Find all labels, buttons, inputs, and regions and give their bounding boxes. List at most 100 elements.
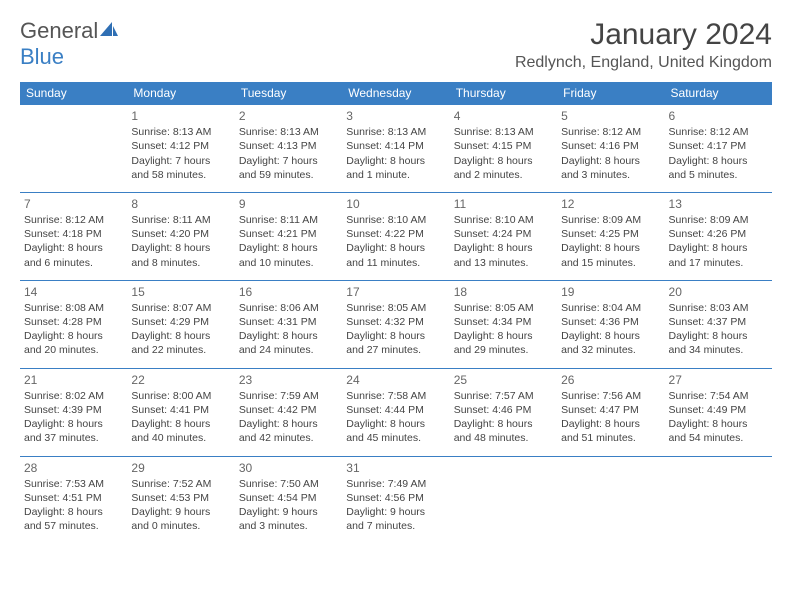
sunrise-text: Sunrise: 8:00 AM (131, 389, 230, 403)
calendar-day-cell: 25Sunrise: 7:57 AMSunset: 4:46 PMDayligh… (450, 368, 557, 456)
sunset-text: Sunset: 4:21 PM (239, 227, 338, 241)
daylight-text: and 10 minutes. (239, 256, 338, 270)
day-number: 27 (669, 372, 768, 388)
daylight-text: and 8 minutes. (131, 256, 230, 270)
calendar-day-cell: 19Sunrise: 8:04 AMSunset: 4:36 PMDayligh… (557, 280, 664, 368)
sunrise-text: Sunrise: 8:12 AM (561, 125, 660, 139)
calendar-week-row: 1Sunrise: 8:13 AMSunset: 4:12 PMDaylight… (20, 105, 772, 193)
daylight-text: Daylight: 8 hours (454, 154, 553, 168)
sunrise-text: Sunrise: 8:03 AM (669, 301, 768, 315)
daylight-text: Daylight: 8 hours (669, 329, 768, 343)
daylight-text: and 22 minutes. (131, 343, 230, 357)
sunset-text: Sunset: 4:16 PM (561, 139, 660, 153)
weekday-header: Sunday (20, 82, 127, 105)
day-number: 17 (346, 284, 445, 300)
day-number: 26 (561, 372, 660, 388)
daylight-text: Daylight: 8 hours (454, 417, 553, 431)
daylight-text: and 3 minutes. (239, 519, 338, 533)
day-number: 23 (239, 372, 338, 388)
sunrise-text: Sunrise: 8:08 AM (24, 301, 123, 315)
day-number: 25 (454, 372, 553, 388)
daylight-text: Daylight: 8 hours (669, 417, 768, 431)
sunrise-text: Sunrise: 8:02 AM (24, 389, 123, 403)
calendar-day-cell: 16Sunrise: 8:06 AMSunset: 4:31 PMDayligh… (235, 280, 342, 368)
calendar-day-cell: 26Sunrise: 7:56 AMSunset: 4:47 PMDayligh… (557, 368, 664, 456)
sunset-text: Sunset: 4:47 PM (561, 403, 660, 417)
daylight-text: Daylight: 8 hours (24, 241, 123, 255)
day-number: 21 (24, 372, 123, 388)
daylight-text: Daylight: 8 hours (24, 417, 123, 431)
weekday-header: Monday (127, 82, 234, 105)
calendar-header-row: SundayMondayTuesdayWednesdayThursdayFrid… (20, 82, 772, 105)
sunset-text: Sunset: 4:44 PM (346, 403, 445, 417)
daylight-text: and 59 minutes. (239, 168, 338, 182)
daylight-text: and 29 minutes. (454, 343, 553, 357)
sunrise-text: Sunrise: 7:57 AM (454, 389, 553, 403)
daylight-text: Daylight: 8 hours (561, 329, 660, 343)
daylight-text: Daylight: 8 hours (561, 417, 660, 431)
daylight-text: and 7 minutes. (346, 519, 445, 533)
day-number: 10 (346, 196, 445, 212)
sunrise-text: Sunrise: 8:09 AM (669, 213, 768, 227)
sunrise-text: Sunrise: 8:11 AM (131, 213, 230, 227)
day-number: 19 (561, 284, 660, 300)
logo: General Blue (20, 18, 118, 70)
daylight-text: Daylight: 8 hours (346, 329, 445, 343)
sunrise-text: Sunrise: 8:06 AM (239, 301, 338, 315)
calendar-day-cell (20, 105, 127, 193)
logo-sail-icon (100, 18, 118, 44)
daylight-text: Daylight: 8 hours (454, 241, 553, 255)
title-block: January 2024 Redlynch, England, United K… (515, 18, 772, 72)
day-number: 15 (131, 284, 230, 300)
sunset-text: Sunset: 4:39 PM (24, 403, 123, 417)
calendar-day-cell: 27Sunrise: 7:54 AMSunset: 4:49 PMDayligh… (665, 368, 772, 456)
sunrise-text: Sunrise: 8:05 AM (454, 301, 553, 315)
sunset-text: Sunset: 4:53 PM (131, 491, 230, 505)
calendar-day-cell: 15Sunrise: 8:07 AMSunset: 4:29 PMDayligh… (127, 280, 234, 368)
calendar-day-cell: 4Sunrise: 8:13 AMSunset: 4:15 PMDaylight… (450, 105, 557, 193)
sunset-text: Sunset: 4:13 PM (239, 139, 338, 153)
calendar-day-cell: 10Sunrise: 8:10 AMSunset: 4:22 PMDayligh… (342, 192, 449, 280)
sunrise-text: Sunrise: 8:10 AM (346, 213, 445, 227)
day-number: 5 (561, 108, 660, 124)
daylight-text: and 37 minutes. (24, 431, 123, 445)
daylight-text: and 54 minutes. (669, 431, 768, 445)
calendar-day-cell: 28Sunrise: 7:53 AMSunset: 4:51 PMDayligh… (20, 456, 127, 543)
sunrise-text: Sunrise: 8:12 AM (669, 125, 768, 139)
day-number: 20 (669, 284, 768, 300)
daylight-text: and 45 minutes. (346, 431, 445, 445)
daylight-text: and 27 minutes. (346, 343, 445, 357)
calendar-day-cell: 8Sunrise: 8:11 AMSunset: 4:20 PMDaylight… (127, 192, 234, 280)
day-number: 1 (131, 108, 230, 124)
sunrise-text: Sunrise: 8:10 AM (454, 213, 553, 227)
day-number: 4 (454, 108, 553, 124)
sunset-text: Sunset: 4:14 PM (346, 139, 445, 153)
sunset-text: Sunset: 4:24 PM (454, 227, 553, 241)
calendar-day-cell: 3Sunrise: 8:13 AMSunset: 4:14 PMDaylight… (342, 105, 449, 193)
sunset-text: Sunset: 4:42 PM (239, 403, 338, 417)
daylight-text: and 17 minutes. (669, 256, 768, 270)
calendar-day-cell: 23Sunrise: 7:59 AMSunset: 4:42 PMDayligh… (235, 368, 342, 456)
calendar-day-cell: 29Sunrise: 7:52 AMSunset: 4:53 PMDayligh… (127, 456, 234, 543)
daylight-text: and 48 minutes. (454, 431, 553, 445)
daylight-text: Daylight: 8 hours (561, 241, 660, 255)
sunrise-text: Sunrise: 8:05 AM (346, 301, 445, 315)
daylight-text: and 51 minutes. (561, 431, 660, 445)
calendar-week-row: 7Sunrise: 8:12 AMSunset: 4:18 PMDaylight… (20, 192, 772, 280)
sunrise-text: Sunrise: 7:52 AM (131, 477, 230, 491)
sunrise-text: Sunrise: 8:13 AM (239, 125, 338, 139)
day-number: 13 (669, 196, 768, 212)
daylight-text: and 13 minutes. (454, 256, 553, 270)
sunset-text: Sunset: 4:41 PM (131, 403, 230, 417)
sunset-text: Sunset: 4:34 PM (454, 315, 553, 329)
daylight-text: and 20 minutes. (24, 343, 123, 357)
daylight-text: Daylight: 8 hours (669, 241, 768, 255)
calendar-day-cell: 20Sunrise: 8:03 AMSunset: 4:37 PMDayligh… (665, 280, 772, 368)
sunset-text: Sunset: 4:20 PM (131, 227, 230, 241)
day-number: 29 (131, 460, 230, 476)
sunrise-text: Sunrise: 7:54 AM (669, 389, 768, 403)
day-number: 24 (346, 372, 445, 388)
sunset-text: Sunset: 4:26 PM (669, 227, 768, 241)
daylight-text: and 34 minutes. (669, 343, 768, 357)
daylight-text: Daylight: 8 hours (24, 505, 123, 519)
